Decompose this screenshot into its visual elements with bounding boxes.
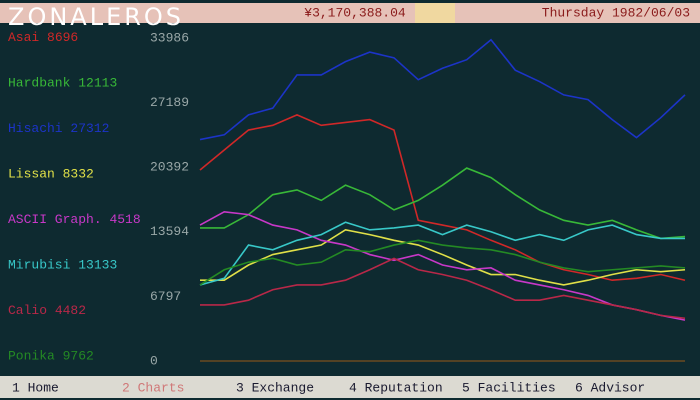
legend-value: 13133 bbox=[78, 258, 117, 273]
legend-name: Hisachi bbox=[8, 121, 63, 136]
series-line bbox=[200, 257, 686, 320]
menu: 1 Home 2 Charts 3 Exchange 4 Reputation 5 Fa… bbox=[12, 380, 645, 395]
y-tick-label: 20392 bbox=[150, 160, 189, 175]
legend-entry: Hisachi 27312 bbox=[8, 121, 109, 136]
legend-name: ASCII Graph. bbox=[8, 212, 102, 227]
money: ¥3,170,388.04 bbox=[304, 5, 406, 20]
legend-name: Ponika bbox=[8, 349, 55, 364]
legend-name: Mirubisi bbox=[8, 258, 71, 273]
menu-item[interactable]: 5 Facilities bbox=[462, 380, 556, 395]
legend-value: 8696 bbox=[47, 30, 78, 45]
legend-name: Hardbank bbox=[8, 76, 71, 91]
series-line bbox=[199, 210, 686, 321]
legend-entry: Lissan 8332 bbox=[8, 167, 94, 182]
header-marker bbox=[415, 3, 455, 23]
series-line bbox=[199, 239, 686, 286]
legend-value: 12113 bbox=[78, 76, 117, 91]
series-line bbox=[199, 113, 686, 282]
header-bar bbox=[0, 3, 700, 23]
menu-item[interactable]: 4 Reputation bbox=[349, 380, 443, 395]
legend-name: Asai bbox=[8, 30, 39, 45]
legend-value: 4518 bbox=[109, 212, 140, 227]
series-line bbox=[200, 229, 686, 286]
menu-bar bbox=[0, 376, 700, 398]
menu-item[interactable]: 3 Exchange bbox=[236, 380, 314, 395]
legend-entry: Ponika 9762 bbox=[8, 349, 94, 364]
legend-name: Lissan bbox=[8, 167, 55, 182]
series-line bbox=[199, 38, 686, 141]
legend-name: Calio bbox=[8, 303, 47, 318]
series-line bbox=[200, 167, 686, 240]
date: Thursday 1982/06/03 bbox=[542, 5, 690, 20]
series-line bbox=[199, 221, 685, 286]
legend-value: 8332 bbox=[63, 167, 94, 182]
legend-entry: Hardbank 12113 bbox=[8, 76, 117, 91]
legend-entry: ASCII Graph. 4518 bbox=[8, 212, 141, 227]
menu-item[interactable]: 1 Home bbox=[12, 380, 59, 395]
legend-value: 9762 bbox=[63, 349, 94, 364]
legend-value: 4482 bbox=[55, 303, 86, 318]
y-tick-label: 33986 bbox=[150, 30, 189, 45]
legend-entry: Calio 4482 bbox=[8, 303, 86, 318]
y-tick-label: 13594 bbox=[150, 224, 189, 239]
legend-value: 27312 bbox=[70, 121, 109, 136]
legend-entry: Mirubisi 13133 bbox=[8, 258, 117, 273]
watermark: ZONALEROS bbox=[8, 3, 184, 31]
menu-item[interactable]: 6 Advisor bbox=[575, 380, 645, 395]
y-tick-label: 6797 bbox=[150, 289, 181, 304]
legend-entry: Asai 8696 bbox=[8, 30, 78, 45]
y-tick-label: 27189 bbox=[150, 95, 189, 110]
menu-item[interactable]: 2 Charts bbox=[122, 380, 184, 395]
y-tick-label: 0 bbox=[150, 353, 158, 368]
